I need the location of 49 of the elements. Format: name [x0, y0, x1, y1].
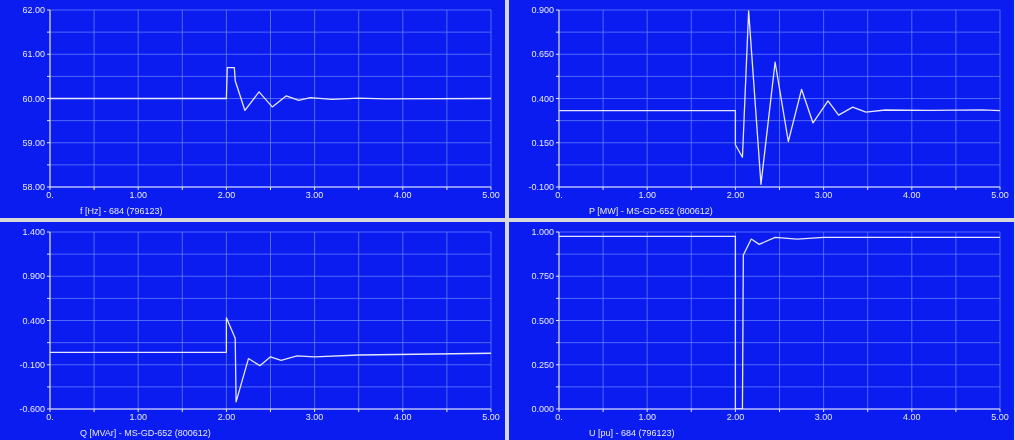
x-tick-label: 1.00 [638, 190, 656, 201]
x-tick-label: 3.00 [814, 190, 833, 201]
y-tick-label: 61.00 [22, 49, 45, 60]
x-tick-label: 0. [46, 190, 54, 201]
y-tick-label: 62.00 [22, 5, 45, 16]
y-tick-label: 0.150 [531, 137, 554, 148]
x-tick-label: 3.00 [305, 190, 324, 201]
y-tick-label: 58.00 [22, 182, 45, 193]
x-tick-label: 3.00 [305, 411, 324, 422]
y-tick-label: 0.900 [531, 5, 554, 16]
x-tick-label: 1.00 [129, 411, 147, 422]
y-tick-label: -0.600 [19, 403, 45, 414]
x-axis-title: U [pu] - 684 (796123) [589, 426, 675, 439]
y-tick-label: 1.400 [22, 226, 45, 237]
y-tick-label: 0.250 [531, 359, 554, 370]
x-tick-label: 2.00 [217, 411, 236, 422]
x-tick-label: 4.00 [903, 411, 921, 422]
x-tick-label: 2.00 [726, 190, 745, 201]
y-tick-label: -0.100 [528, 182, 554, 193]
y-tick-label: 0.000 [531, 403, 554, 414]
x-axis-title: f [Hz] - 684 (796123) [80, 205, 163, 217]
y-tick-label: -0.100 [19, 359, 45, 370]
y-tick-label: 0.750 [531, 270, 554, 281]
x-tick-label: 0. [555, 190, 563, 201]
x-axis-title: Q [MVAr] - MS-GD-652 (800612) [80, 426, 211, 439]
y-tick-label: 0.400 [531, 93, 554, 104]
y-tick-label: 0.400 [22, 315, 45, 326]
x-tick-label: 5.00 [991, 411, 1009, 422]
y-tick-label: 0.650 [531, 49, 554, 60]
y-tick-label: 60.00 [22, 93, 45, 104]
x-tick-label: 4.00 [394, 190, 412, 201]
x-tick-label: 5.00 [991, 190, 1009, 201]
x-tick-label: 5.00 [482, 190, 500, 201]
x-tick-label: 3.00 [814, 411, 833, 422]
x-tick-label: 4.00 [903, 190, 921, 201]
line-series [559, 235, 1000, 409]
x-tick-label: 2.00 [217, 190, 236, 201]
x-tick-label: 1.00 [129, 190, 147, 201]
x-tick-label: 0. [46, 411, 54, 422]
x-tick-label: 2.00 [726, 411, 745, 422]
y-tick-label: 0.500 [531, 315, 554, 326]
x-tick-label: 5.00 [482, 411, 500, 422]
x-axis-title: P [MW] - MS-GD-652 (800612) [589, 205, 713, 217]
y-tick-label: 1.000 [531, 226, 554, 237]
x-tick-label: 4.00 [394, 411, 412, 422]
y-tick-label: 59.00 [22, 137, 45, 148]
x-tick-label: 0. [555, 411, 563, 422]
x-tick-label: 1.00 [638, 411, 656, 422]
y-tick-label: 0.900 [22, 270, 45, 281]
